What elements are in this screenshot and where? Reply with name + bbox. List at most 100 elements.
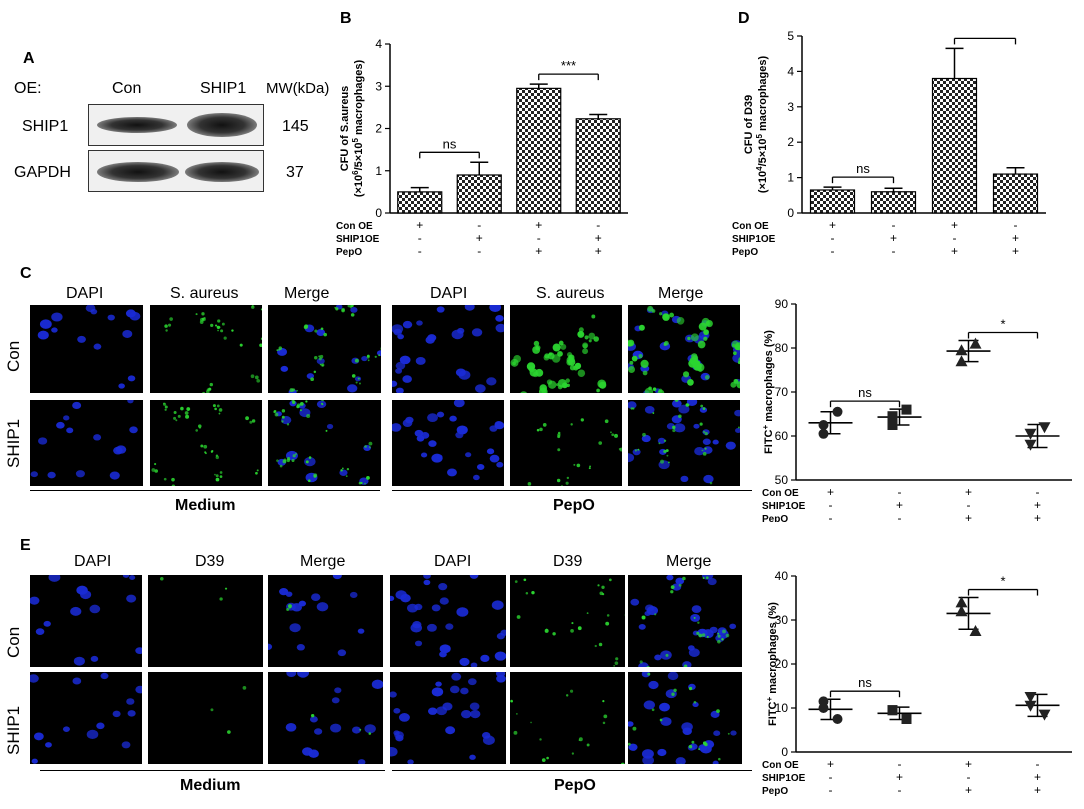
point-C-quant-3-0 (1024, 439, 1037, 451)
point-C-quant-1-2 (887, 420, 898, 430)
y-tick-label-D-0: 0 (787, 206, 794, 220)
y-tick-label-C-quant-3: 80 (775, 341, 789, 355)
sig-label-D-0: ns (856, 161, 870, 176)
condition-label-D-1: SHIP1OE (732, 234, 776, 245)
y-tick-label-E-quant-1: 10 (775, 701, 789, 715)
ylabel-D: CFU of D39(×104/5×105 macrophages) (743, 56, 769, 194)
chart-b: 0 1 2 3 4 CFU of S.aureus(×106/5×105 macropha… (336, 37, 628, 258)
condition-sign-D-0-0: + (829, 218, 836, 232)
e-col-3: DAPI (434, 553, 472, 570)
point-C-quant-0-1 (832, 406, 843, 417)
condition-label-C-quant-2: PepO (762, 514, 788, 522)
e-micro-0-5 (628, 575, 742, 667)
condition-sign-B-2-3: + (595, 244, 602, 258)
lane-label-ship1: SHIP1 (200, 80, 247, 97)
point-C-quant-0-0 (818, 420, 829, 430)
condition-sign-E-quant-1-1: + (896, 770, 903, 784)
c-pepo-underline (392, 490, 752, 491)
mw-header: MW(kDa) (266, 80, 330, 97)
condition-label-D-2: PepO (732, 247, 758, 258)
ylabel-text-C-quant: FITC+ macrophages (%) (761, 330, 776, 454)
ylabel-line2-D: (×104/5×105 macrophages) (755, 56, 770, 194)
c-col-5: Merge (658, 285, 704, 302)
e-micro-1-4 (510, 672, 625, 764)
condition-sign-B-1-3: + (595, 231, 602, 245)
y-tick-label-B-0: 0 (375, 206, 382, 220)
condition-sign-D-0-1: - (892, 218, 896, 232)
condition-sign-B-1-1: + (476, 231, 483, 245)
point-E-quant-2-2 (955, 605, 968, 617)
e-micro-0-0 (30, 575, 142, 667)
condition-sign-E-quant-2-0: - (829, 783, 833, 797)
c-medium-underline (30, 490, 380, 491)
point-E-quant-3-1 (1038, 709, 1051, 721)
point-C-quant-3-1 (1038, 422, 1051, 434)
c-col-0: DAPI (66, 285, 104, 302)
condition-sign-B-1-2: - (537, 231, 541, 245)
y-tick-label-D-3: 3 (787, 100, 794, 114)
bar-D-3 (992, 173, 1039, 214)
e-row-con: Con (4, 626, 23, 658)
panel-letter-d: D (738, 10, 750, 27)
condition-sign-B-2-1: - (477, 244, 481, 258)
condition-sign-D-1-2: - (953, 231, 957, 245)
condition-sign-E-quant-0-3: - (1036, 757, 1040, 771)
condition-sign-C-quant-2-0: - (829, 511, 833, 522)
c-micro-0-2 (268, 305, 381, 393)
y-tick-label-C-quant-4: 90 (775, 297, 789, 311)
bar-B-1 (456, 174, 502, 214)
point-E-quant-1-2 (887, 705, 898, 716)
condition-sign-D-0-2: + (951, 218, 958, 232)
c-row-ship1: SHIP1 (4, 418, 23, 468)
e-pepo-underline (392, 770, 752, 771)
condition-sign-B-0-1: - (477, 218, 481, 232)
c-micro-0-1 (150, 305, 262, 393)
condition-sign-D-1-0: - (831, 231, 835, 245)
ylabel-C-quant: FITC+ macrophages (%) (761, 330, 776, 454)
y-tick-label-D-1: 1 (787, 171, 794, 185)
condition-label-E-quant-1: SHIP1OE (762, 773, 806, 784)
condition-sign-E-quant-0-2: + (965, 757, 972, 771)
point-C-quant-2-1 (969, 337, 982, 349)
y-tick-label-E-quant-2: 20 (775, 657, 789, 671)
c-micro-0-3 (392, 305, 504, 393)
c-micro-1-1 (150, 400, 262, 486)
condition-sign-C-quant-2-3: + (1034, 511, 1041, 522)
condition-label-D-0: Con OE (732, 221, 769, 232)
sig-label-C-quant-0: ns (858, 385, 872, 400)
condition-sign-B-0-2: + (535, 218, 542, 232)
e-micro-1-0 (30, 672, 142, 764)
bar-D-2 (931, 77, 978, 214)
bar-D-1 (870, 191, 917, 214)
e-col-2: Merge (300, 553, 346, 570)
e-col-4: D39 (553, 553, 583, 570)
e-row-ship1: SHIP1 (4, 705, 23, 755)
y-tick-label-E-quant-3: 30 (775, 613, 789, 627)
e-micro-1-3 (390, 672, 506, 764)
condition-sign-E-quant-0-0: + (827, 757, 834, 771)
y-tick-label-D-2: 2 (787, 135, 794, 149)
condition-label-E-quant-2: PepO (762, 786, 788, 797)
c-micro-1-3 (392, 400, 504, 486)
mw-gapdh: 37 (286, 164, 304, 181)
e-micro-0-2 (268, 575, 383, 667)
c-group-medium: Medium (175, 497, 236, 514)
condition-sign-C-quant-1-1: + (896, 498, 903, 512)
blot-row-label-gapdh: GAPDH (14, 164, 71, 181)
point-E-quant-2-1 (969, 625, 982, 636)
condition-sign-E-quant-1-3: + (1034, 770, 1041, 784)
panel-letter-a: A (23, 50, 35, 67)
condition-sign-C-quant-1-3: + (1034, 498, 1041, 512)
point-C-quant-1-0 (887, 411, 898, 422)
sig-label-D-1: * (982, 30, 987, 37)
mw-ship1: 145 (282, 118, 309, 135)
point-C-quant-1-1 (901, 404, 912, 415)
condition-label-B-0: Con OE (336, 221, 373, 232)
condition-sign-C-quant-2-1: - (898, 511, 902, 522)
ylabel-line2-B: (×106/5×105 macrophages) (351, 60, 366, 198)
point-C-quant-3-2 (1024, 428, 1037, 440)
oe-label: OE: (14, 80, 42, 97)
point-C-quant-2-0 (955, 344, 968, 356)
e-micro-1-2 (268, 672, 383, 764)
bar-B-3 (575, 118, 621, 214)
